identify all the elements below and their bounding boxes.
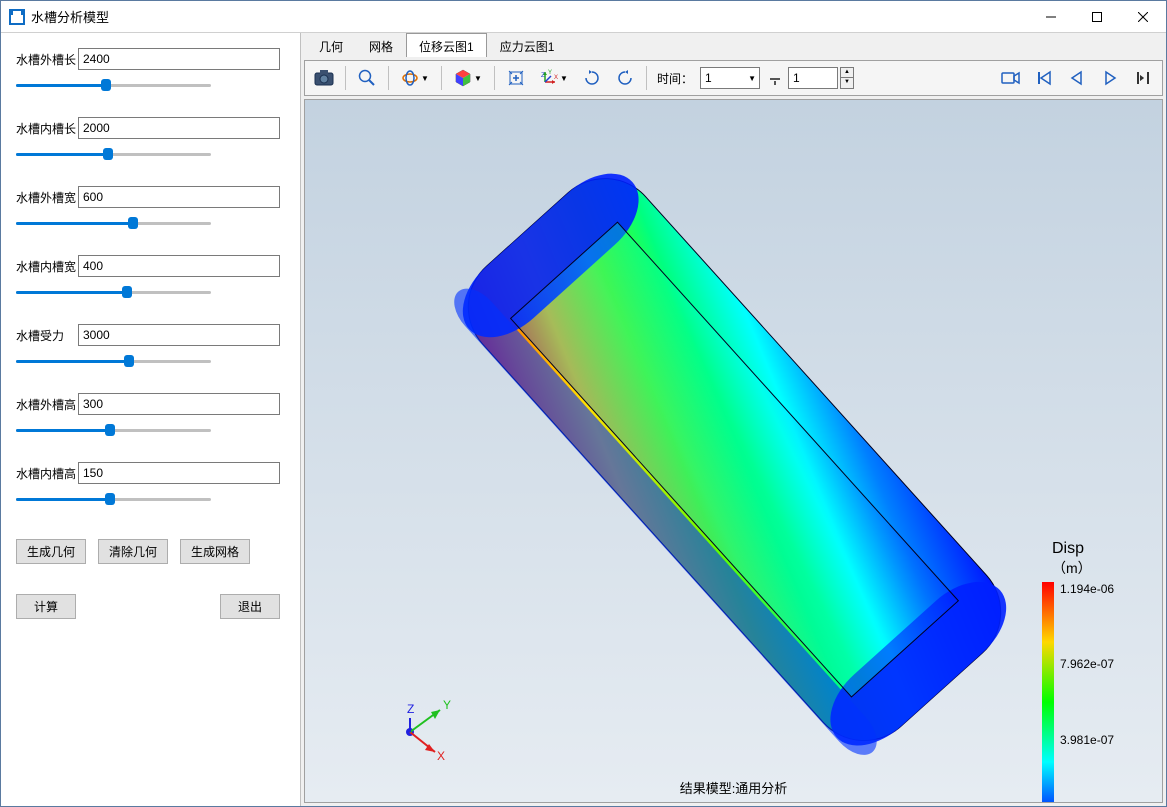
tab[interactable]: 网格 <box>356 33 406 57</box>
main-content: 水槽外槽长 水槽内槽长 水槽外槽宽 水槽内槽宽 <box>1 33 1166 806</box>
param-group: 水槽内槽宽 <box>16 255 280 302</box>
axis-triad-icon: X Y Z <box>385 692 465 772</box>
param-slider[interactable] <box>16 351 211 371</box>
time-dropdown[interactable]: 1 ▼ <box>700 67 760 89</box>
viewport[interactable]: X Y Z Disp （m） 1.194e-06 7.962e-07 <box>304 99 1163 803</box>
legend-label: 3.981e-07 <box>1060 733 1117 747</box>
spinner-arrows[interactable]: ▲ ▼ <box>840 67 854 89</box>
param-group: 水槽外槽长 <box>16 48 280 95</box>
param-input[interactable] <box>78 186 280 208</box>
rotate-ccw-icon[interactable] <box>610 64 640 92</box>
param-slider[interactable] <box>16 144 211 164</box>
svg-text:Z: Z <box>541 73 545 79</box>
param-group: 水槽内槽高 <box>16 462 280 509</box>
svg-text:Z: Z <box>407 702 414 716</box>
skip-start-icon[interactable] <box>1029 64 1059 92</box>
separator <box>494 66 495 90</box>
color-cube-icon[interactable]: ▼ <box>448 64 488 92</box>
legend-colorbar <box>1042 582 1054 803</box>
clear-geometry-button[interactable]: 清除几何 <box>98 539 168 564</box>
dropdown-arrow-icon: ▼ <box>748 74 756 83</box>
param-group: 水槽外槽高 <box>16 393 280 440</box>
param-slider[interactable] <box>16 213 211 233</box>
param-slider[interactable] <box>16 420 211 440</box>
tab[interactable]: 位移云图1 <box>406 33 487 57</box>
stop-icon[interactable] <box>763 64 785 92</box>
visualization-panel: 几何网格位移云图1应力云图1 ▼ <box>301 33 1166 806</box>
minimize-button[interactable] <box>1028 2 1074 32</box>
tab-bar: 几何网格位移云图1应力云图1 <box>301 33 1166 57</box>
svg-text:X: X <box>437 749 445 763</box>
param-label: 水槽外槽长 <box>16 51 78 68</box>
play-icon[interactable] <box>1095 64 1125 92</box>
viewport-toolbar: ▼ ▼ XYZ ▼ <box>304 60 1163 96</box>
fit-view-icon[interactable] <box>501 64 531 92</box>
svg-text:Y: Y <box>443 698 451 712</box>
geometry-buttons: 生成几何 清除几何 生成网格 <box>16 539 280 564</box>
svg-text:Y: Y <box>548 70 552 76</box>
separator <box>441 66 442 90</box>
app-icon <box>9 9 25 25</box>
param-input[interactable] <box>78 324 280 346</box>
param-slider[interactable] <box>16 282 211 302</box>
generate-mesh-button[interactable]: 生成网格 <box>180 539 250 564</box>
param-label: 水槽内槽高 <box>16 465 78 482</box>
param-label: 水槽外槽高 <box>16 396 78 413</box>
window-title: 水槽分析模型 <box>31 7 1028 26</box>
param-label: 水槽内槽长 <box>16 120 78 137</box>
time-value: 1 <box>705 71 712 85</box>
param-group: 水槽内槽长 <box>16 117 280 164</box>
legend-label: 1.194e-06 <box>1060 582 1117 596</box>
maximize-button[interactable] <box>1074 2 1120 32</box>
tab[interactable]: 几何 <box>306 33 356 57</box>
tab[interactable]: 应力云图1 <box>487 33 568 57</box>
result-model-label: 结果模型:通用分析 <box>680 778 788 797</box>
color-legend: Disp （m） 1.194e-06 7.962e-07 3.981e-07 0… <box>1042 540 1147 803</box>
legend-unit: （m） <box>1052 558 1147 578</box>
separator <box>646 66 647 90</box>
param-slider[interactable] <box>16 75 211 95</box>
frame-spinner[interactable]: 1 <box>788 67 838 89</box>
legend-label: 7.962e-07 <box>1060 657 1117 671</box>
video-camera-icon[interactable] <box>996 64 1026 92</box>
param-input[interactable] <box>78 48 280 70</box>
param-group: 水槽受力 <box>16 324 280 371</box>
separator <box>345 66 346 90</box>
parameter-panel: 水槽外槽长 水槽内槽长 水槽外槽宽 水槽内槽宽 <box>1 33 301 806</box>
axis-orientation-icon[interactable]: XYZ ▼ <box>534 64 574 92</box>
screenshot-icon[interactable] <box>309 64 339 92</box>
frame-value: 1 <box>793 71 800 85</box>
time-label: 时间： <box>657 70 693 87</box>
calculate-button[interactable]: 计算 <box>16 594 76 619</box>
action-buttons: 计算 退出 <box>16 594 280 619</box>
param-label: 水槽内槽宽 <box>16 258 78 275</box>
param-input[interactable] <box>78 462 280 484</box>
legend-title: Disp <box>1052 540 1147 558</box>
exit-button[interactable]: 退出 <box>220 594 280 619</box>
param-input[interactable] <box>78 255 280 277</box>
titlebar: 水槽分析模型 <box>1 1 1166 33</box>
step-back-icon[interactable] <box>1062 64 1092 92</box>
param-group: 水槽外槽宽 <box>16 186 280 233</box>
legend-labels: 1.194e-06 7.962e-07 3.981e-07 0.000e+00 <box>1060 582 1117 803</box>
separator <box>388 66 389 90</box>
param-label: 水槽受力 <box>16 327 78 344</box>
app-window: 水槽分析模型 水槽外槽长 水槽内槽长 <box>0 0 1167 807</box>
svg-text:X: X <box>554 75 558 81</box>
param-slider[interactable] <box>16 489 211 509</box>
titlebar-buttons <box>1028 2 1166 32</box>
param-input[interactable] <box>78 117 280 139</box>
param-input[interactable] <box>78 393 280 415</box>
generate-geometry-button[interactable]: 生成几何 <box>16 539 86 564</box>
param-label: 水槽外槽宽 <box>16 189 78 206</box>
expand-icon[interactable] <box>1128 64 1158 92</box>
rotate-cw-icon[interactable] <box>577 64 607 92</box>
edge-rendering-icon[interactable]: ▼ <box>395 64 435 92</box>
close-button[interactable] <box>1120 2 1166 32</box>
zoom-search-icon[interactable] <box>352 64 382 92</box>
